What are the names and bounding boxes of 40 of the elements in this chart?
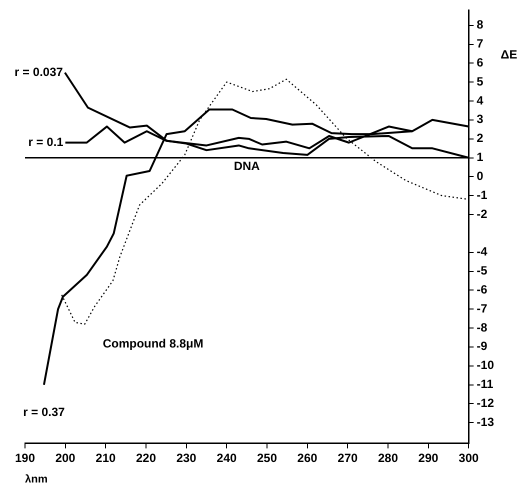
y-tick-label: 8 xyxy=(476,18,484,32)
y-tick-label: 4 xyxy=(476,93,484,108)
x-tick-label: 220 xyxy=(136,450,156,465)
ref-line-label: DNA xyxy=(234,159,260,174)
y-tick-label: 3 xyxy=(476,112,484,126)
y-tick-label: 6 xyxy=(476,55,484,70)
x-tick-label: 210 xyxy=(96,450,116,465)
y-tick-label: -8 xyxy=(476,320,488,334)
y-tick-label: -11 xyxy=(476,377,494,392)
y-tick-label: 7 xyxy=(476,36,484,51)
y-tick-label: 2 xyxy=(476,131,484,146)
series-label: r = 0.1 xyxy=(28,134,64,149)
x-tick-label: 260 xyxy=(297,450,318,465)
x-tick-label: 190 xyxy=(14,450,36,465)
y-tick-label: 5 xyxy=(476,74,484,88)
y-tick-label: -9 xyxy=(476,339,488,354)
x-tick-label: 290 xyxy=(418,450,439,465)
x-tick-label: 280 xyxy=(378,450,398,465)
y-tick-label: 1 xyxy=(476,150,484,164)
x-tick-label: 250 xyxy=(256,450,278,465)
x-tick-label: 240 xyxy=(216,450,237,465)
series-label: r = 0.037 xyxy=(14,64,64,79)
text: r = 0.37 xyxy=(23,405,66,420)
y-tick-label: -4 xyxy=(476,244,488,259)
y-tick-label: -5 xyxy=(476,264,488,278)
y-tick-label: -2 xyxy=(476,206,488,221)
x-tick-label: 270 xyxy=(338,450,358,465)
x-tick-label: 230 xyxy=(176,450,197,465)
series-label: Compound 8.8μM xyxy=(102,336,204,351)
x-tick-label: 300 xyxy=(458,450,479,465)
y-tick-label: -1 xyxy=(476,188,488,202)
x-tick-label: 200 xyxy=(55,450,76,465)
y-axis-title: ΔE xyxy=(500,48,518,62)
x-axis-title: λnm xyxy=(25,473,48,486)
y-tick-label: -10 xyxy=(476,358,494,372)
y-tick-label: -12 xyxy=(476,396,494,410)
y-tick-label: -7 xyxy=(476,301,488,316)
y-tick-label: -13 xyxy=(476,414,494,429)
y-tick-label: 0 xyxy=(476,168,484,183)
y-tick-label: -6 xyxy=(476,282,488,296)
